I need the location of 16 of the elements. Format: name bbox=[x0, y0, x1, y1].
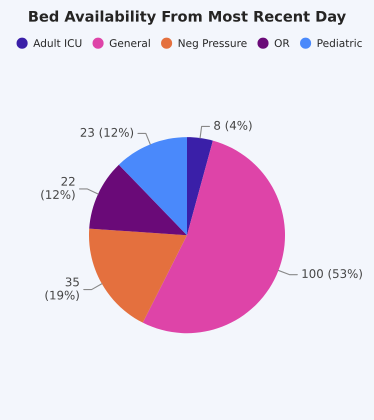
data-label: 23 (12%) bbox=[80, 128, 134, 138]
data-label: 35 (19%) bbox=[45, 277, 79, 301]
pie-slice bbox=[118, 137, 187, 236]
data-label: 100 (53%) bbox=[302, 268, 362, 280]
pie-slice bbox=[142, 140, 285, 334]
pie-slice bbox=[187, 137, 213, 236]
pie-slice bbox=[89, 164, 187, 236]
legend-label: Adult ICU bbox=[33, 38, 82, 48]
data-label: 8 (4%) bbox=[214, 120, 252, 132]
legend-label: OR bbox=[274, 39, 290, 48]
legend-label: General bbox=[110, 38, 150, 48]
legend-label: Pediatric bbox=[318, 38, 362, 48]
pie-slice bbox=[89, 228, 187, 323]
data-label: 22 (12%) bbox=[41, 176, 75, 200]
legend-label: Neg Pressure bbox=[178, 39, 247, 50]
chart-title: Bed Availability From Most Recent Day bbox=[29, 10, 346, 25]
